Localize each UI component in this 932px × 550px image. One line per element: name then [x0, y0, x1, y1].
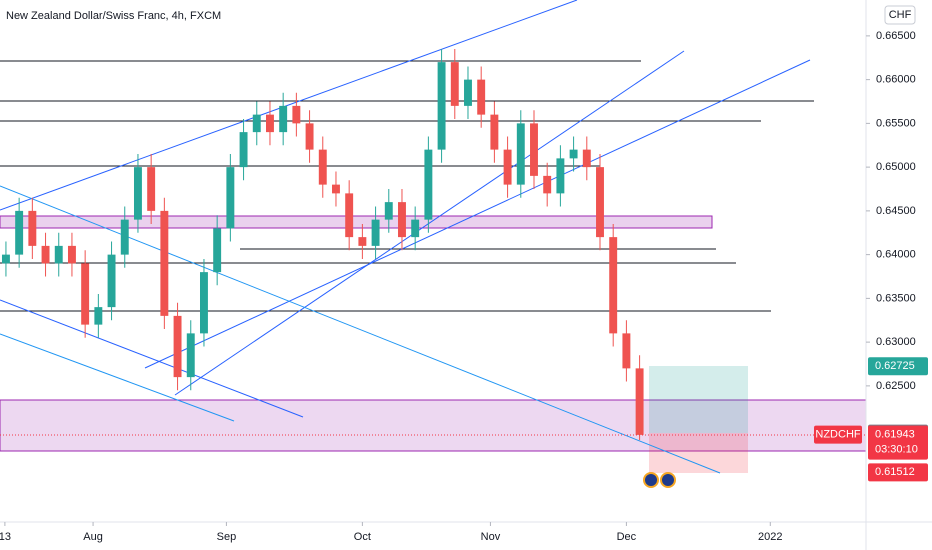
y-tick-label: 0.65000 — [876, 161, 916, 173]
candle-body — [41, 245, 50, 264]
x-tick-label: Aug — [83, 531, 103, 543]
candle-body — [81, 263, 90, 325]
candle-body — [94, 307, 103, 325]
y-tick-label: 0.66000 — [876, 74, 916, 86]
candle-body — [15, 210, 24, 255]
candle-body — [199, 272, 208, 334]
last-price: 0.61943 — [875, 429, 915, 441]
price-label: 0.62725 — [875, 360, 915, 372]
candle-body — [543, 175, 552, 194]
y-tick-label: 0.64000 — [876, 249, 916, 261]
candle-body — [384, 202, 393, 220]
candle-body — [569, 149, 578, 159]
candle-body — [292, 105, 301, 124]
trend-line — [0, 185, 721, 474]
candle-body — [635, 368, 644, 435]
drawings — [0, 0, 867, 474]
y-tick-label: 0.64500 — [876, 205, 916, 217]
zone — [0, 399, 867, 452]
candle-body — [530, 123, 538, 176]
symbol-box — [814, 425, 862, 444]
event-icons — [643, 472, 676, 488]
trend-line — [174, 50, 685, 396]
candle-body — [609, 237, 618, 334]
y-tick-label: 0.62500 — [876, 380, 916, 392]
zone — [0, 215, 713, 229]
candle-body — [411, 219, 420, 238]
price-label-box — [868, 357, 928, 376]
y-tick-label: 0.65500 — [876, 117, 916, 129]
candle-body — [503, 149, 512, 185]
candle-body — [239, 132, 248, 168]
stop-box — [649, 433, 748, 473]
candle-body — [556, 158, 565, 194]
y-tick-label: 0.63500 — [876, 292, 916, 304]
currency-button[interactable] — [884, 5, 916, 25]
y-tick-label: 0.63000 — [876, 336, 916, 348]
candle-body — [173, 315, 182, 378]
candle-body — [622, 333, 631, 369]
candle-body — [186, 333, 195, 378]
candle-body — [107, 254, 116, 308]
event-icon[interactable] — [660, 472, 676, 488]
x-tick-label: Sep — [217, 531, 237, 543]
candle-body — [226, 167, 235, 229]
candle-body — [477, 79, 486, 115]
candle-body — [252, 114, 261, 133]
price-label-box — [868, 463, 928, 482]
candle-body — [358, 237, 367, 246]
candle-body — [279, 105, 288, 133]
candle-body — [318, 149, 327, 185]
candle-body — [54, 245, 63, 264]
symbol: NZDCHF — [815, 429, 860, 441]
candles — [1, 49, 644, 441]
candle-body — [305, 123, 314, 150]
target-box — [649, 366, 748, 433]
x-tick-label: Oct — [354, 531, 371, 543]
trend-line — [0, 0, 578, 211]
chart-title: New Zealand Dollar/Swiss Franc, 4h, FXCM — [6, 10, 221, 22]
candle-body — [133, 167, 142, 220]
candle-body — [147, 167, 156, 211]
candle-body — [464, 79, 472, 106]
event-icon[interactable] — [643, 472, 659, 488]
countdown: 03:30:10 — [875, 444, 918, 456]
candle-body — [67, 245, 76, 264]
candle-body — [371, 219, 380, 246]
trend-line — [0, 299, 304, 418]
y-tick-label: 0.66500 — [876, 30, 916, 42]
candle-body — [332, 184, 340, 194]
last-price-box — [868, 425, 928, 460]
candle-body — [266, 114, 274, 133]
candle-body — [582, 149, 591, 168]
candle-body — [160, 210, 169, 316]
candle-body — [28, 210, 37, 246]
x-tick-label: 13 — [0, 531, 11, 543]
trend-line — [0, 333, 235, 422]
candle-body — [345, 193, 354, 238]
candle-body — [490, 114, 499, 150]
price-label: 0.61512 — [875, 466, 915, 478]
x-tick-label: 2022 — [758, 531, 782, 543]
candle-body — [424, 149, 433, 220]
candle-body — [1, 254, 10, 264]
candle-body — [596, 167, 604, 238]
x-tick-label: Dec — [617, 531, 637, 543]
candle-body — [437, 62, 446, 150]
candle-body — [516, 123, 525, 185]
candle-body — [213, 228, 222, 273]
candle-body — [398, 202, 406, 238]
x-tick-label: Nov — [481, 531, 501, 543]
candle-body — [120, 219, 129, 255]
candle-body — [450, 62, 459, 106]
currency: CHF — [889, 9, 912, 21]
trend-line — [144, 59, 811, 369]
